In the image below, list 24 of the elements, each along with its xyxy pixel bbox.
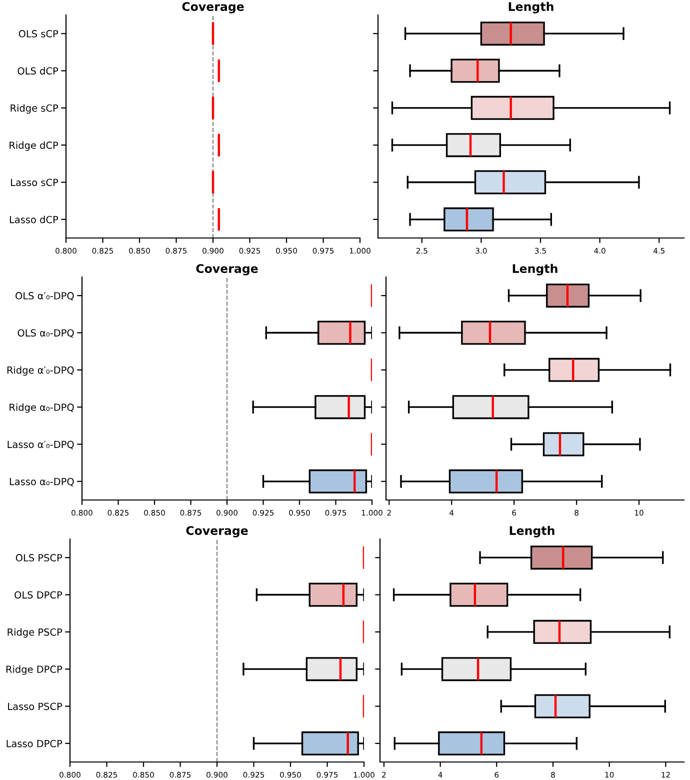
y-tick-label: Ridge α₀-DPQ [10,403,74,413]
chart-title: Coverage [182,2,244,14]
y-tick-label: Ridge sCP [10,104,58,114]
chart-title: Coverage [196,264,258,276]
y-tick-label: Lasso α₀-DPQ [10,478,74,486]
y-tick-label: Lasso DPCP [6,740,62,748]
y-tick-label: Ridge α′₀-DPQ [7,366,74,376]
y-tick-label: Ridge DPCP [6,665,62,675]
y-tick-label: OLS DPCP [14,591,62,599]
chart-title: Length [508,2,554,14]
y-tick-label: OLS α₀-DPQ [18,329,74,338]
y-tick-label: Lasso α′₀-DPQ [8,440,74,450]
y-tick-label: OLS dCP [18,67,58,75]
y-tick-label: Lasso sCP [11,178,58,186]
y-tick-label: OLS PSCP [16,554,62,562]
chart-title: Coverage [186,526,248,538]
chart-title: Length [512,264,558,276]
chart-title: Length [510,526,554,538]
y-tick-label: Ridge dCP [10,141,58,151]
y-tick-label: OLS α′₀-DPQ [16,292,74,301]
y-tick-label: OLS sCP [18,30,58,38]
y-tick-label: Ridge PSCP [8,628,62,638]
y-tick-label: Lasso dCP [10,216,58,224]
y-tick-label: Lasso PSCP [8,702,62,710]
